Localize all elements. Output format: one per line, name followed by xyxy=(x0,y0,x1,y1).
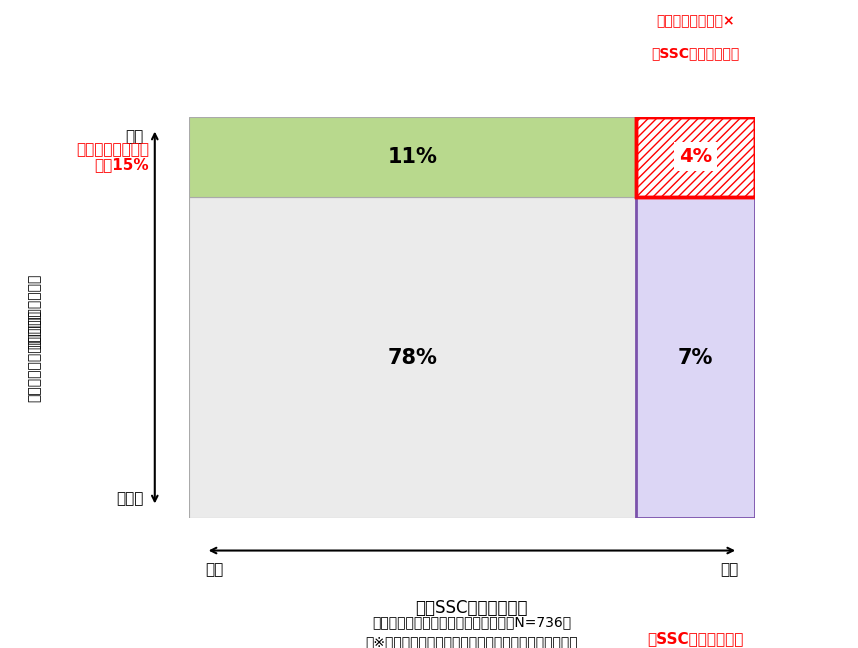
Text: 人事SSCの関与度合い: 人事SSCの関与度合い xyxy=(415,599,529,617)
Text: （※イメージのため図の面積は実際の比率とは異なる）: （※イメージのため図の面積は実際の比率とは異なる） xyxy=(366,635,578,648)
Text: 高い: 高い xyxy=(720,562,738,577)
Text: 少ない: 少ない xyxy=(116,491,143,506)
Text: 親会社・中核会社の: 親会社・中核会社の xyxy=(27,273,41,349)
Text: 【完全リード型】×: 【完全リード型】× xyxy=(656,14,735,29)
Text: 【SSCフル活用型】: 【SSCフル活用型】 xyxy=(648,631,744,646)
Text: 11%: 11% xyxy=(388,147,438,167)
Text: 7%: 7% xyxy=(678,348,713,367)
Text: 4%: 4% xyxy=(679,147,712,167)
Bar xyxy=(636,117,755,197)
Text: 多い: 多い xyxy=(125,129,143,144)
Text: 【完全リード型】: 【完全リード型】 xyxy=(76,142,149,157)
Text: ：計15%: ：計15% xyxy=(94,157,149,172)
Bar xyxy=(189,197,636,518)
Bar xyxy=(189,117,636,197)
Text: 提供する領域・サービス: 提供する領域・サービス xyxy=(27,310,41,402)
Bar xyxy=(636,117,755,197)
Bar xyxy=(636,117,755,197)
Text: ベース：グループに属する企業全体（N=736）: ベース：グループに属する企業全体（N=736） xyxy=(372,616,571,630)
Text: 低い: 低い xyxy=(206,562,224,577)
Bar xyxy=(636,197,755,518)
Text: 【SSCフル活用型】: 【SSCフル活用型】 xyxy=(651,47,740,60)
Text: 78%: 78% xyxy=(388,348,438,367)
